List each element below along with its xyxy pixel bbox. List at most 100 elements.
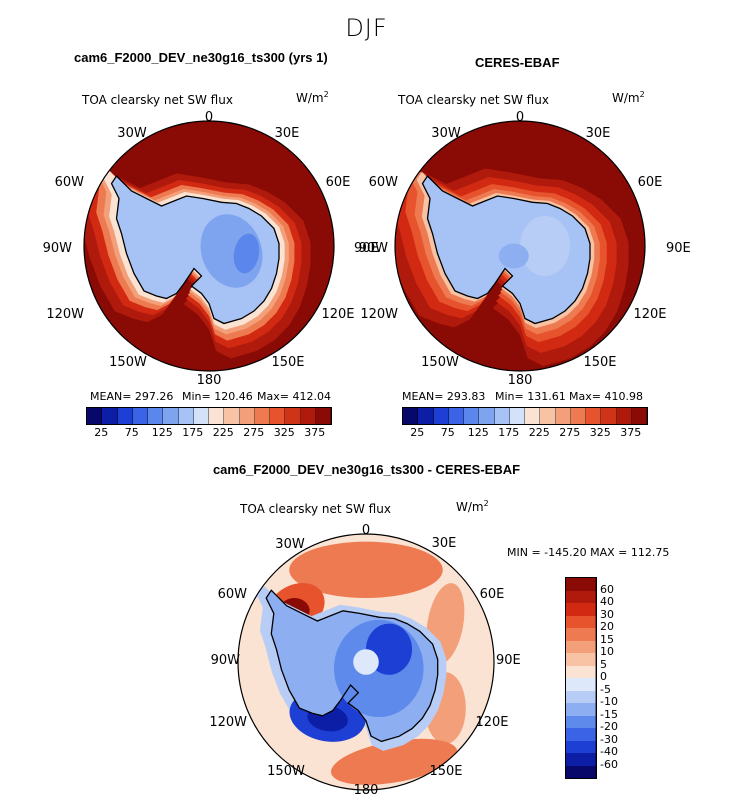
map-panel-3-blob: [353, 649, 379, 675]
colorbar-panel-3-swatch: [566, 603, 596, 616]
map-panel-1-field: [84, 121, 334, 371]
panel-1-mean: MEAN= 297.26: [90, 390, 174, 403]
colorbar-panel-3-tick-label: 60: [600, 582, 614, 596]
colorbar-panel-3-swatch: [566, 728, 596, 741]
map-panel-1-lon-label: 150E: [271, 355, 304, 370]
colorbar-panel-1-swatch: [87, 408, 103, 424]
map-panel-1-lon-label: 150W: [109, 355, 147, 370]
colorbar-panel-2-tick-label: 75: [440, 426, 455, 439]
colorbar-panel-3-tick-label: -5: [600, 682, 611, 696]
colorbar-panel-3-swatch: [566, 640, 596, 653]
map-panel-2-lon-label: 150E: [583, 355, 616, 370]
colorbar-panel-1-swatch: [300, 408, 316, 424]
colorbar-panel-1-tick-label: 275: [243, 426, 265, 439]
colorbar-panel-1-swatch: [102, 408, 118, 424]
colorbar-panel-3-tick-label: -20: [600, 720, 618, 733]
colorbar-panel-1-swatch: [270, 408, 286, 424]
colorbar-panel-3-tick-label: 40: [600, 595, 614, 608]
map-panel-2-lon-label: 0: [516, 110, 524, 125]
colorbar-panel-3-tick-label: 10: [600, 645, 614, 658]
colorbar-panel-2-swatch: [509, 408, 525, 424]
panel-2-mean: MEAN= 293.83: [402, 390, 486, 403]
colorbar-panel-2: [402, 407, 648, 425]
colorbar-panel-1-swatch: [224, 408, 240, 424]
colorbar-panel-3-swatch: [566, 578, 596, 591]
map-panel-1: 0 30E 60E 90E 120E 150E 180 150W 120W 90W 60W 30W: [43, 110, 379, 388]
colorbar-panel-3-swatch: [566, 628, 596, 641]
map-panel-2-lon-label: 60W: [369, 175, 399, 190]
colorbar-panel-1-tick-label: 25: [94, 426, 109, 439]
colorbar-panel-3: [565, 577, 597, 779]
colorbar-panel-3-swatch: [566, 740, 596, 753]
map-panel-3-lon-label: 120E: [475, 715, 508, 730]
colorbar-panel-2-tick-label: 375: [620, 426, 642, 439]
map-panel-2-lon-label: 120E: [633, 307, 666, 322]
colorbar-panel-3-swatch: [566, 765, 596, 778]
map-panel-3-lon-label: 60W: [218, 587, 248, 602]
map-panel-1-lon-label: 120E: [321, 307, 354, 322]
panel-1-units: W/m2: [296, 90, 329, 105]
map-panel-2: 0 30E 60E 90E 120E 150E 180 150W 120W 90W 60W 30W: [359, 110, 691, 388]
colorbar-panel-1-swatch: [132, 408, 148, 424]
colorbar-panel-2-swatch: [464, 408, 480, 424]
colorbar-panel-2-swatch: [418, 408, 434, 424]
map-panel-3-blob: [331, 738, 458, 785]
map-panel-1-lon-label: 60E: [326, 175, 351, 190]
map-panel-3-lon-label: 30E: [432, 536, 457, 551]
panel-2-title: CERES-EBAF: [475, 55, 560, 70]
colorbar-panel-3-tick-label: 0: [600, 670, 607, 683]
colorbar-panel-3-swatch: [566, 753, 596, 766]
colorbar-panel-2-tick-label: 25: [410, 426, 425, 439]
colorbar-panel-2-swatch: [403, 408, 419, 424]
colorbar-panel-3-swatch: [566, 690, 596, 703]
panel-3-variable: TOA clearsky net SW flux: [240, 502, 391, 516]
colorbar-panel-3-ticks: 60 40 30 20 15 10 5 0 -5 -10 -15 -20 -30 -40 -60: [600, 577, 640, 777]
colorbar-panel-1-swatch: [117, 408, 133, 424]
map-panel-2-coastline: [421, 174, 591, 325]
map-panel-1-blob: [233, 233, 260, 274]
panel-1-variable: TOA clearsky net SW flux: [82, 93, 233, 107]
colorbar-panel-1-swatch: [148, 408, 164, 424]
map-panel-1-lon-label: 30W: [117, 126, 147, 141]
map-panel-3-coastline: [265, 589, 439, 743]
map-panel-1-lon-label: 60W: [55, 175, 85, 190]
map-panel-2-lon-label: 180: [508, 373, 533, 388]
colorbar-panel-1-swatch: [163, 408, 179, 424]
colorbar-panel-2-tick-label: 175: [498, 426, 520, 439]
colorbar-panel-3-swatch: [566, 715, 596, 728]
colorbar-panel-2-swatch: [494, 408, 510, 424]
panel-3-units: W/m2: [456, 499, 489, 514]
map-panel-2-lon-label: 120W: [360, 307, 398, 322]
panel-2-max: Max= 410.98: [569, 390, 643, 403]
colorbar-panel-3-tick-label: -40: [600, 745, 618, 758]
colorbar-panel-2-swatch: [570, 408, 586, 424]
colorbar-panel-1: [86, 407, 332, 425]
colorbar-panel-2-tick-label: 325: [589, 426, 611, 439]
map-panel-3-lon-label: 180: [354, 783, 379, 798]
map-panel-1-lon-label: 120W: [46, 307, 84, 322]
colorbar-panel-2-tick-label: 225: [528, 426, 550, 439]
map-panel-1-lon-label: 30E: [275, 126, 300, 141]
panel-3-title: cam6_F2000_DEV_ne30g16_ts300 - CERES-EBA…: [212, 462, 521, 477]
colorbar-panel-3-swatch: [566, 678, 596, 691]
map-panel-1-lon-label: 0: [205, 110, 213, 125]
colorbar-panel-3-tick-label: 30: [600, 607, 614, 621]
map-panel-1-lon-label: 90E: [354, 241, 379, 256]
map-panel-1-coastline: [110, 174, 280, 325]
colorbar-panel-1-swatch: [193, 408, 209, 424]
panel-1-min: Min= 120.46: [182, 390, 253, 403]
panel-2-min: Min= 131.61: [495, 390, 566, 403]
map-panel-3-lon-label: 90E: [496, 653, 521, 668]
colorbar-panel-2-swatch: [555, 408, 571, 424]
panel-2-variable: TOA clearsky net SW flux: [398, 93, 549, 107]
map-panel-3-lon-label: 90W: [211, 653, 241, 668]
map-panel-2-lon-label: 30E: [586, 126, 611, 141]
colorbar-panel-3-tick-label: 5: [600, 657, 607, 671]
map-panel-3-blob: [289, 541, 443, 599]
colorbar-panel-3-tick-label: -10: [600, 695, 618, 708]
colorbar-panel-2-tick-label: 275: [559, 426, 581, 439]
colorbar-panel-1-tick-label: 225: [212, 426, 234, 439]
colorbar-panel-2-swatch: [525, 408, 541, 424]
colorbar-panel-3-swatch: [566, 703, 596, 716]
